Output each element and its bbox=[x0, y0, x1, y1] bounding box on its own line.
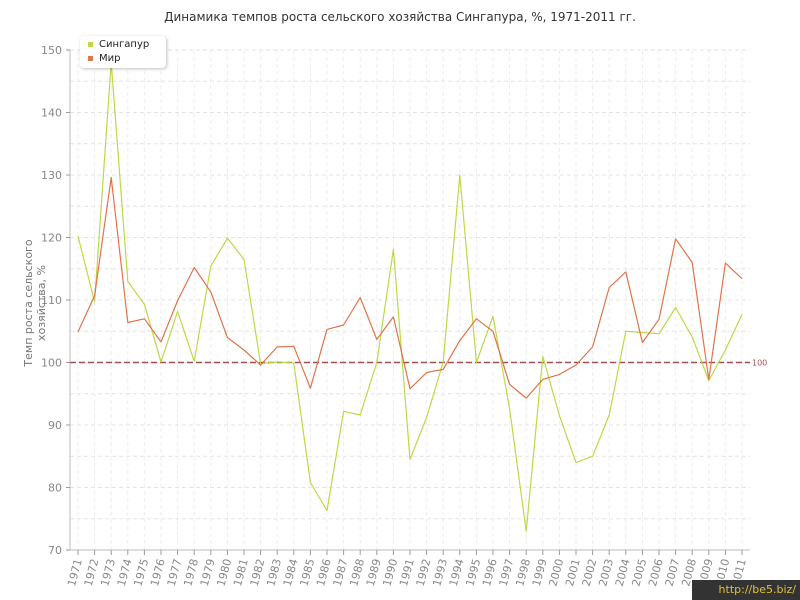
y-tick-label: 100 bbox=[41, 357, 62, 370]
series-line-world bbox=[77, 176, 743, 399]
y-tick-label: 140 bbox=[41, 107, 62, 120]
y-tick-label: 150 bbox=[41, 44, 62, 57]
chart-title: Динамика темпов роста сельского хозяйств… bbox=[164, 10, 636, 24]
series-line-singapore bbox=[77, 61, 743, 532]
legend: Сингапур Мир bbox=[80, 36, 166, 68]
legend-label-singapore: Сингапур bbox=[99, 39, 150, 50]
legend-swatch-world bbox=[88, 55, 93, 61]
legend-item-singapore: Сингапур bbox=[88, 39, 149, 51]
watermark[interactable]: http://be5.biz/ bbox=[692, 580, 800, 600]
y-tick-label: 130 bbox=[41, 169, 62, 182]
y-tick-label: 80 bbox=[48, 482, 62, 495]
reference-line-label: 100 bbox=[752, 359, 767, 368]
y-tick-label: 90 bbox=[48, 419, 62, 432]
legend-swatch-singapore bbox=[88, 41, 93, 47]
y-tick-label: 120 bbox=[41, 232, 62, 245]
legend-label-world: Мир bbox=[99, 53, 121, 64]
y-axis-label: Темп роста сельского хозяйства, % bbox=[22, 239, 48, 367]
legend-item-world: Мир bbox=[88, 53, 120, 65]
y-tick-label: 110 bbox=[41, 294, 62, 307]
y-tick-label: 70 bbox=[48, 544, 62, 557]
